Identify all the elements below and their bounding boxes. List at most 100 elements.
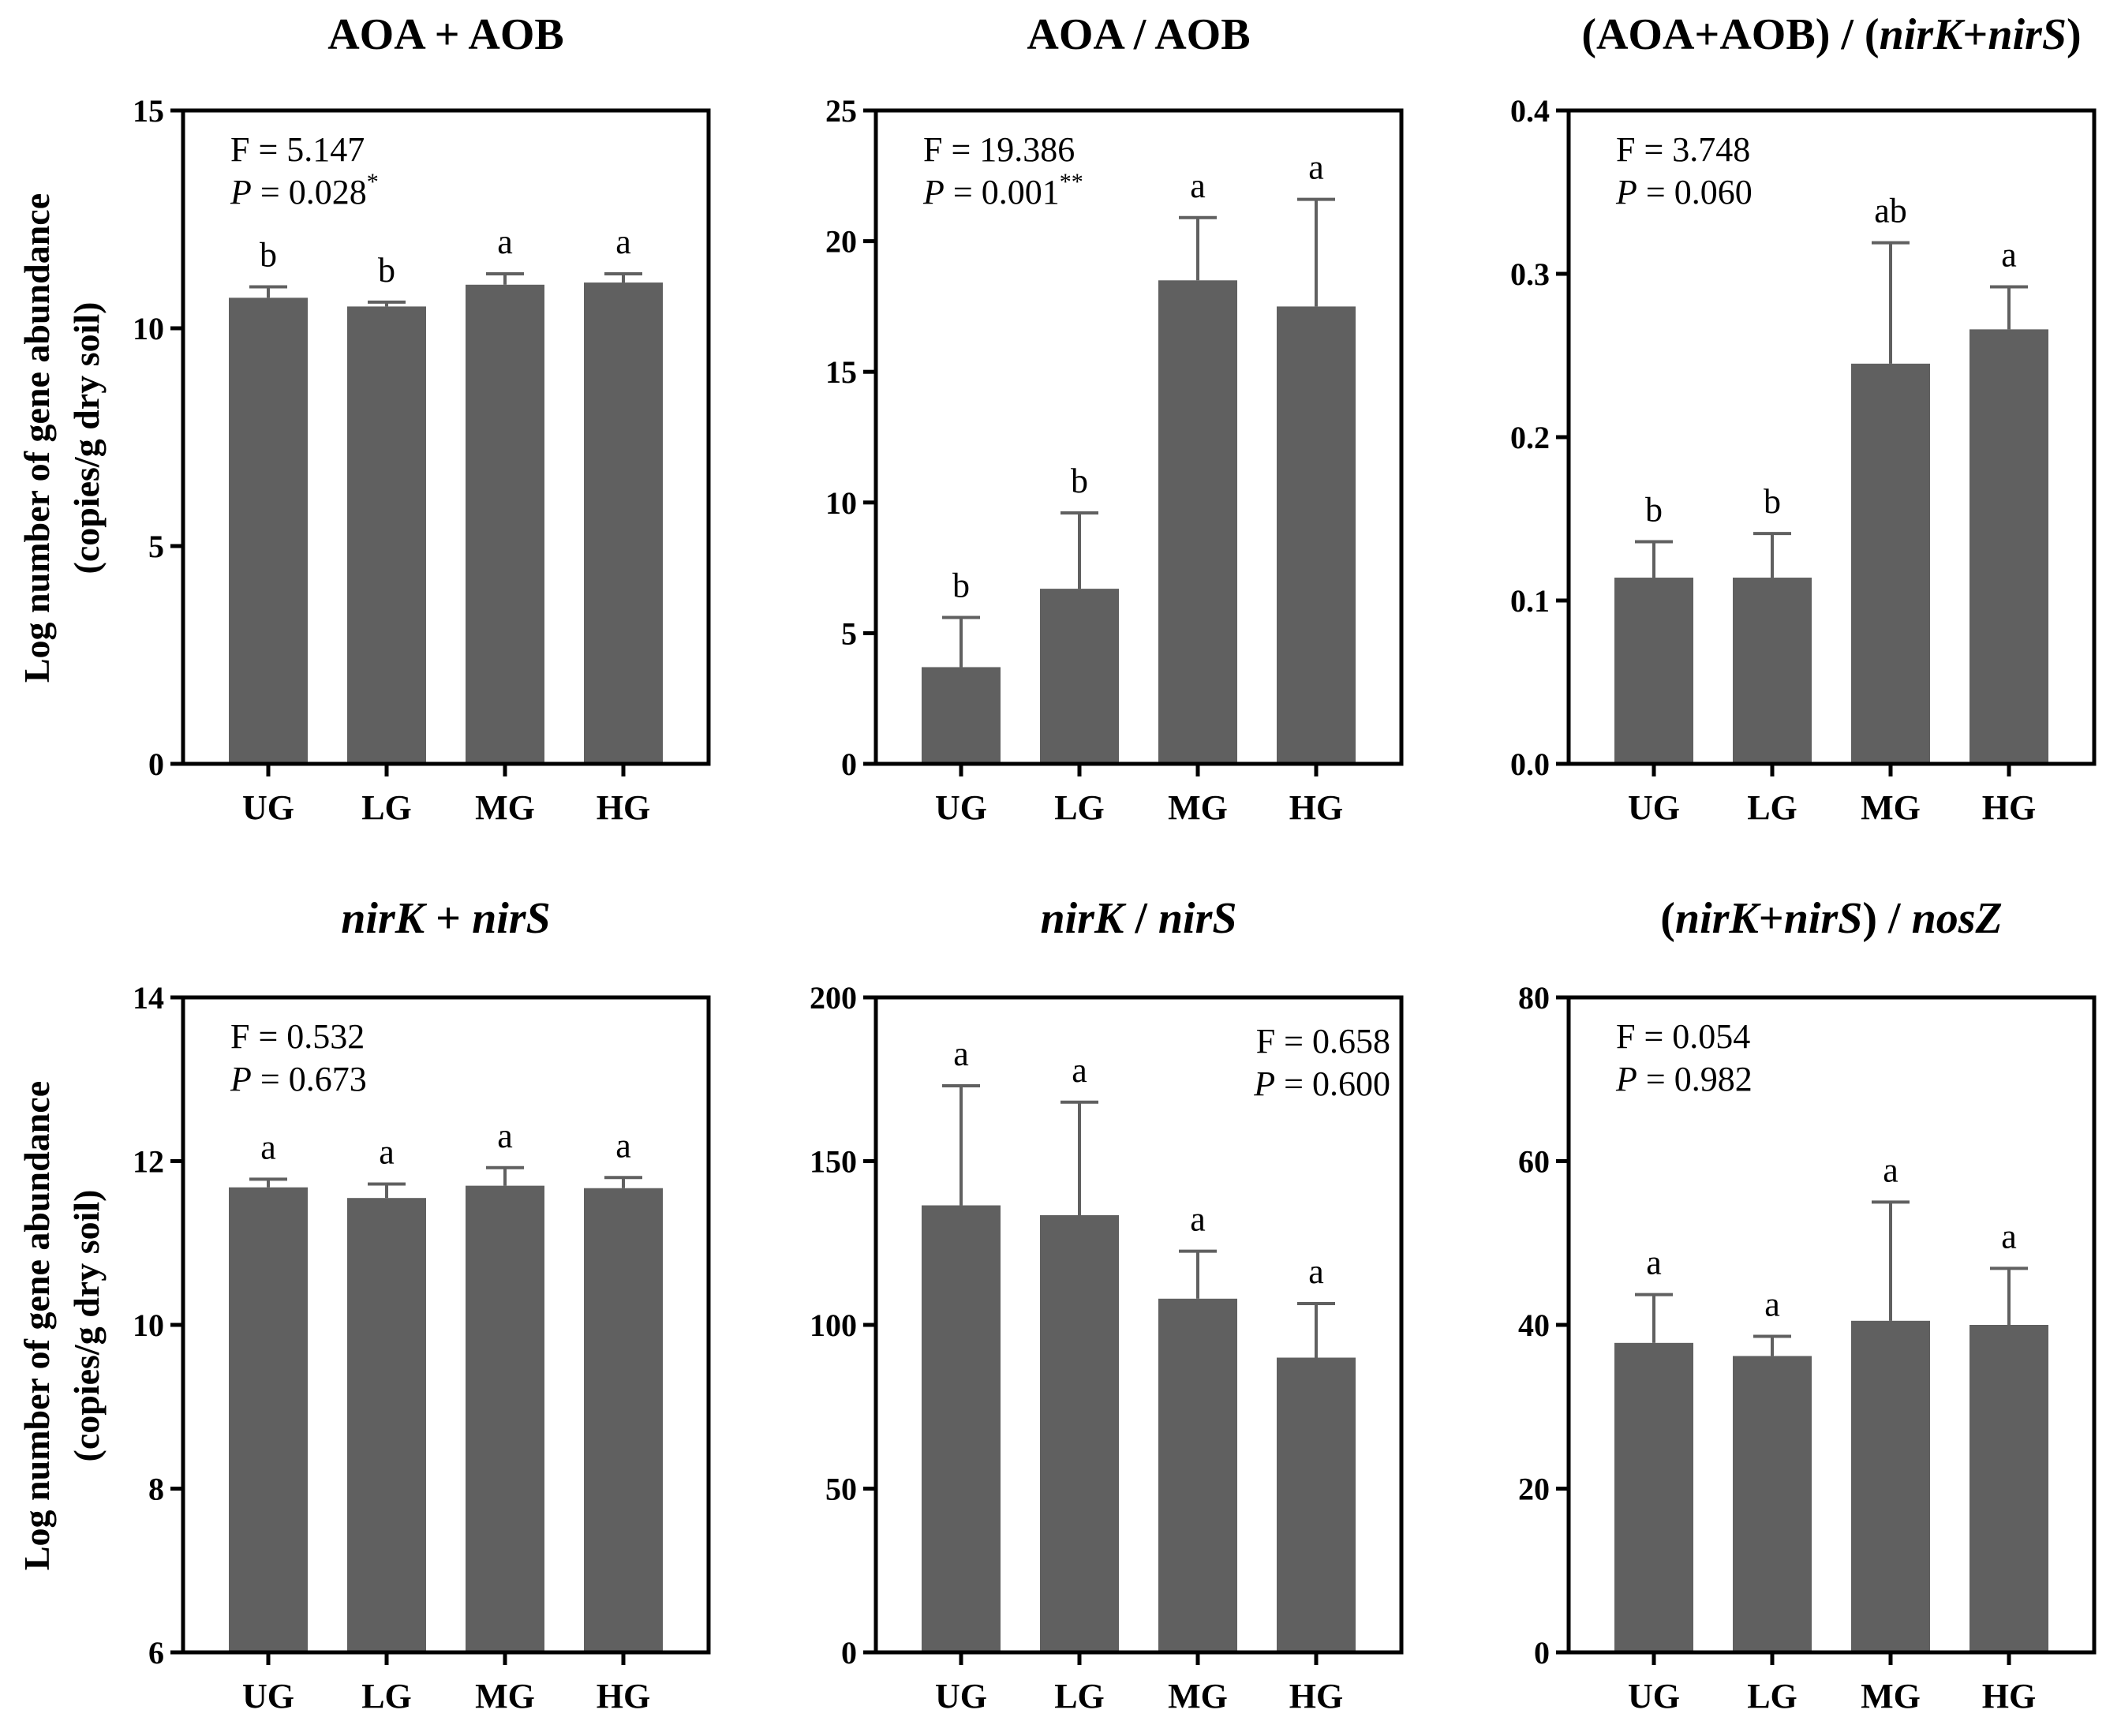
plot-frame	[1566, 995, 2097, 1655]
x-tick-label-UG: UG	[1628, 1677, 1680, 1715]
chart-title-segment: nirS	[1158, 894, 1237, 943]
chart-title-segment: nirS	[1784, 894, 1863, 943]
chart-title: AOA + AOB	[327, 10, 564, 59]
significance-letter-UG: b	[952, 567, 970, 605]
stat-p-number: = 0.600	[1275, 1064, 1390, 1103]
chart-panel-2: (AOA+AOB) / (nirK+nirS) b UG b LG ab MG a HG 0.0 0…	[1510, 10, 2097, 827]
stat-p-symbol: P	[230, 1060, 252, 1098]
x-tick-label-UG: UG	[242, 788, 294, 827]
significance-letter-HG: a	[615, 223, 631, 261]
chart-title-segment: nirS	[472, 894, 551, 943]
chart-title-segment: +	[1759, 894, 1784, 943]
y-tick-label: 10	[825, 485, 857, 521]
y-tick-label: 60	[1518, 1144, 1550, 1180]
x-tick-label-LG: LG	[1747, 788, 1797, 827]
y-tick-label: 25	[825, 93, 857, 129]
x-tick-label-UG: UG	[242, 1677, 294, 1715]
y-tick-label: 20	[825, 224, 857, 260]
y-tick-label: 6	[148, 1635, 164, 1671]
bar-UG	[922, 1205, 1001, 1652]
chart-title-segment: nosZ	[1912, 894, 2003, 943]
y-tick-label: 10	[133, 1308, 164, 1343]
significance-letter-LG: b	[1071, 462, 1088, 500]
bar-MG	[466, 1185, 544, 1652]
chart-title-segment: ) /	[1862, 894, 1911, 943]
x-tick-label-MG: MG	[1168, 1677, 1228, 1715]
y-axis-label-top-line1: Log number of gene abundance	[17, 193, 57, 683]
stat-f-value: F = 3.748	[1616, 130, 1750, 169]
bar-LG	[1040, 589, 1119, 764]
y-tick-label: 100	[810, 1308, 857, 1343]
stat-p-symbol: P	[922, 173, 945, 211]
significance-letter-LG: b	[378, 251, 395, 290]
bar-UG	[229, 297, 308, 764]
bar-LG	[1733, 578, 1812, 764]
chart-title-segment: +	[1962, 10, 1988, 59]
stat-p-value: P = 0.982	[1615, 1060, 1753, 1098]
y-tick-label: 20	[1518, 1472, 1550, 1507]
y-axis-label-top-line2: (copies/g dry soil)	[66, 302, 107, 574]
chart-title-segment: AOA / AOB	[1027, 10, 1250, 59]
bar-MG	[1158, 1298, 1237, 1652]
bar-MG	[1851, 363, 1930, 764]
x-tick-label-UG: UG	[935, 1677, 987, 1715]
stat-p-value: P = 0.060	[1615, 173, 1753, 211]
chart-title-segment: +	[425, 894, 472, 943]
stat-f-value: F = 5.147	[230, 130, 365, 169]
chart-title-segment: /	[1124, 894, 1158, 943]
chart-title: nirK / nirS	[1040, 894, 1236, 943]
y-tick-label: 80	[1518, 980, 1550, 1016]
x-tick-label-LG: LG	[1054, 788, 1105, 827]
stat-f-value: F = 19.386	[923, 130, 1075, 169]
y-tick-label: 0	[148, 746, 164, 782]
chart-panel-1: AOA / AOB b UG b LG a MG a HG 0 5 10 15 20 25 F = 19.38…	[825, 10, 1404, 827]
chart-title-segment: )	[2067, 10, 2082, 59]
chart-title: (AOA+AOB) / (nirK+nirS)	[1581, 10, 2081, 59]
significance-letter-MG: a	[497, 223, 513, 261]
x-tick-label-UG: UG	[1628, 788, 1680, 827]
y-tick-label: 0.0	[1510, 746, 1550, 782]
y-tick-label: 10	[133, 311, 164, 346]
bar-LG	[1040, 1214, 1119, 1652]
y-tick-label: 5	[841, 615, 857, 651]
plot-frame	[1566, 108, 2097, 766]
significance-letter-MG: a	[1883, 1150, 1898, 1189]
significance-letter-UG: b	[260, 236, 277, 275]
x-tick-label-MG: MG	[475, 788, 535, 827]
y-tick-label: 12	[133, 1144, 164, 1180]
y-tick-label: 150	[810, 1144, 857, 1180]
chart-title-segment: nirK	[1040, 894, 1126, 943]
bar-MG	[1158, 280, 1237, 764]
stat-p-number: = 0.028	[252, 173, 367, 211]
significance-letter-LG: a	[1764, 1285, 1780, 1324]
y-tick-label: 15	[133, 93, 164, 129]
y-tick-label: 0.3	[1510, 256, 1550, 292]
significance-letter-MG: ab	[1874, 192, 1907, 230]
significance-letter-UG: a	[260, 1128, 276, 1166]
y-tick-label: 50	[825, 1472, 857, 1507]
bar-HG	[584, 1188, 663, 1652]
stat-p-number: = 0.673	[252, 1060, 367, 1098]
y-tick-label: 40	[1518, 1308, 1550, 1343]
bar-UG	[1614, 578, 1693, 764]
chart-title-segment: nirK	[1675, 894, 1761, 943]
bar-LG	[347, 1198, 426, 1652]
significance-letter-UG: a	[953, 1034, 969, 1073]
bar-HG	[584, 282, 663, 764]
x-tick-label-LG: LG	[1747, 1677, 1797, 1715]
y-axis-label-bottom-line1: Log number of gene abundance	[17, 1081, 57, 1570]
x-tick-label-LG: LG	[361, 788, 412, 827]
bar-MG	[466, 284, 544, 764]
chart-title-segment: (AOA+AOB) / (	[1581, 10, 1879, 59]
stat-p-value: P = 0.600	[1253, 1064, 1390, 1103]
x-tick-label-HG: HG	[1982, 1677, 2036, 1715]
stat-p-symbol: P	[230, 173, 252, 211]
bar-UG	[922, 667, 1001, 764]
stat-p-symbol: P	[1615, 173, 1637, 211]
chart-title: (nirK+nirS) / nosZ	[1660, 894, 2002, 943]
significance-letter-MG: a	[1190, 166, 1206, 205]
stat-f-value: F = 0.658	[1256, 1022, 1390, 1061]
stat-f-value: F = 0.532	[230, 1017, 365, 1056]
significance-letter-HG: a	[1308, 148, 1324, 187]
